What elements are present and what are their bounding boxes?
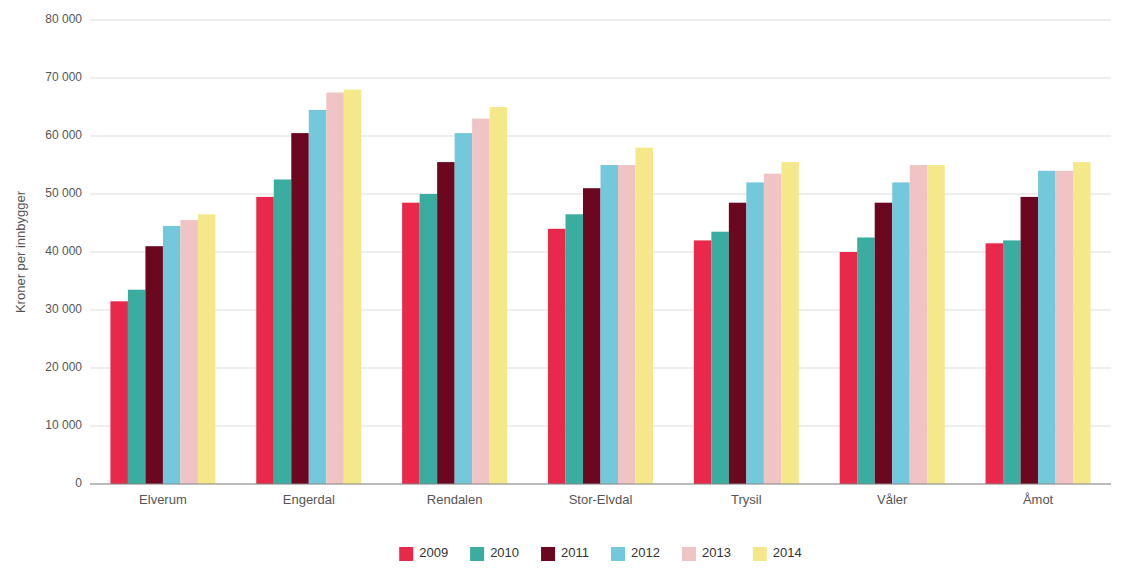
y-tick-label: 30 000 [45,302,82,316]
grid-line [90,136,1111,137]
x-axis-line [90,484,1111,485]
bar [618,165,636,484]
bar [711,232,729,484]
y-tick-label: 10 000 [45,418,82,432]
legend-label: 2010 [490,545,519,560]
bar [163,226,181,484]
chart: 0 10 000 20 000 30 000 40 000 50 000 60 000 70 … [0,0,1131,584]
legend-item: 2013 [682,545,731,561]
y-ticks: 0 10 000 20 000 30 000 40 000 50 000 60 000 70 … [45,12,82,490]
bar [472,119,490,484]
legend-swatch [682,547,696,561]
y-tick-label: 20 000 [45,360,82,374]
bar [1003,240,1021,484]
grid-line [90,484,1111,485]
bar-series [110,197,1003,484]
legend-label: 2011 [561,545,589,560]
bar [1021,197,1039,484]
y-grid [90,20,1111,484]
x-ticks: Elverum Engerdal Rendalen Stor-Elvdal Trysil… [139,492,1054,507]
legend-swatch [753,547,767,561]
bar [402,203,420,484]
bar [892,182,910,484]
bar [1038,171,1056,484]
bar [180,220,198,484]
bar [875,203,893,484]
bar [490,107,508,484]
bar [1073,162,1091,484]
bar [857,238,875,485]
bar [746,182,764,484]
legend-swatch [470,547,484,561]
legend-label: 2009 [419,545,448,560]
bar-series [180,93,1073,485]
bar [601,165,619,484]
bar-series [198,90,1091,484]
bar [291,133,309,484]
x-tick-label: Stor-Elvdal [569,492,633,507]
bar [986,243,1004,484]
bar [781,162,799,484]
legend-swatch [611,547,625,561]
bars [110,90,1090,484]
y-tick-label: 70 000 [45,70,82,84]
bar [840,252,858,484]
legend: 2009 2010 2011 2012 2013 2014 [399,545,802,561]
legend-item: 2011 [541,545,589,561]
bar [274,180,292,485]
bar [1056,171,1074,484]
y-tick-label: 0 [75,476,82,490]
bar-series [163,110,1056,484]
bar [145,246,163,484]
y-tick-label: 40 000 [45,244,82,258]
legend-label: 2012 [631,545,660,560]
bar-series [145,133,1038,484]
legend-item: 2014 [753,545,802,561]
grid-line [90,20,1111,21]
bar [583,188,601,484]
bar [110,301,128,484]
bar [565,214,583,484]
bar [694,240,712,484]
bar [729,203,747,484]
y-tick-label: 50 000 [45,186,82,200]
bar [128,290,146,484]
bar [764,174,782,484]
bar [309,110,327,484]
bar [256,197,274,484]
x-tick-label: Trysil [731,492,762,507]
y-tick-label: 60 000 [45,128,82,142]
x-tick-label: Våler [877,492,908,507]
x-tick-label: Åmot [1023,492,1054,507]
bar [198,214,216,484]
bar [548,229,566,484]
bar [420,194,438,484]
y-tick-label: 80 000 [45,12,82,26]
legend-item: 2010 [470,545,519,561]
bar [927,165,945,484]
y-axis-label: Kroner per innbygger [13,190,28,313]
bar [437,162,455,484]
legend-swatch [399,547,413,561]
bar [326,93,344,485]
x-tick-label: Engerdal [283,492,335,507]
bar [344,90,362,484]
x-tick-label: Elverum [139,492,187,507]
legend-label: 2013 [702,545,731,560]
legend-label: 2014 [773,545,802,560]
bar [910,165,928,484]
grid-line [90,78,1111,79]
bar [455,133,473,484]
bar [636,148,654,484]
legend-item: 2012 [611,545,660,561]
bar-series [128,180,1021,485]
x-tick-label: Rendalen [427,492,483,507]
legend-swatch [541,547,555,561]
legend-item: 2009 [399,545,448,561]
